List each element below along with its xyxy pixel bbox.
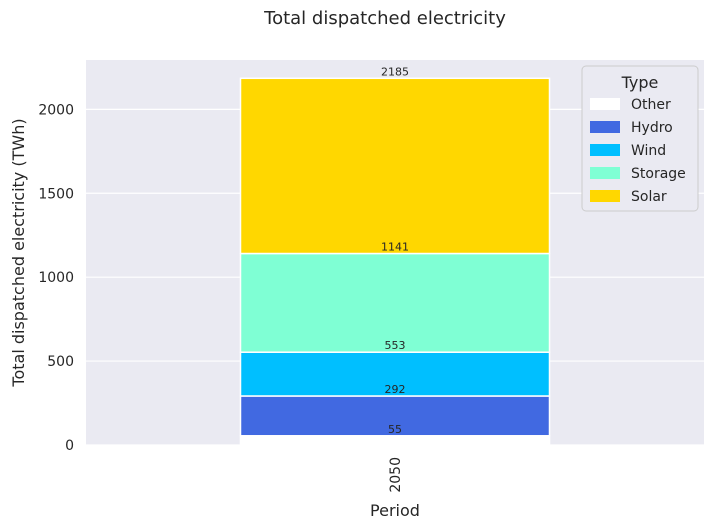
legend-label-hydro: Hydro (631, 120, 673, 136)
x-axis-label: Period (370, 501, 420, 520)
y-tick-label: 1000 (38, 270, 74, 286)
bar-segment-other (239, 435, 551, 446)
legend-label-other: Other (631, 97, 671, 113)
bar-segment-wind (239, 351, 551, 397)
legend-swatch-wind (590, 144, 620, 156)
data-labels: 55 292 553 1141 2185 (381, 65, 409, 435)
data-label: 1141 (381, 241, 409, 254)
data-label: 2185 (381, 65, 409, 78)
y-axis-label: Total dispatched electricity (TWh) (9, 118, 28, 387)
legend: Type Other Hydro Wind Storage Solar (581, 65, 699, 212)
chart-title: Total dispatched electricity (263, 8, 506, 29)
x-tick-label: 2050 (388, 457, 404, 493)
legend-title: Type (621, 73, 659, 92)
legend-label-wind: Wind (631, 143, 666, 159)
bar-segment-solar (239, 77, 551, 255)
y-tick-label: 1500 (38, 186, 74, 202)
legend-label-solar: Solar (631, 189, 667, 205)
data-label: 553 (385, 339, 406, 352)
y-tick-label: 0 (65, 438, 74, 454)
bars (239, 77, 551, 446)
y-tick-label: 2000 (38, 102, 74, 118)
legend-swatch-storage (590, 167, 620, 179)
data-label: 55 (388, 423, 402, 436)
legend-swatch-hydro (590, 121, 620, 133)
data-label: 292 (385, 383, 406, 396)
legend-label-storage: Storage (631, 166, 686, 182)
y-ticks: 0 500 1000 1500 2000 (38, 102, 74, 454)
x-ticks: 2050 (388, 457, 404, 493)
legend-swatch-solar (590, 190, 620, 202)
bar-segment-storage (239, 252, 551, 353)
y-tick-label: 500 (47, 354, 74, 370)
legend-swatch-other (590, 98, 620, 110)
